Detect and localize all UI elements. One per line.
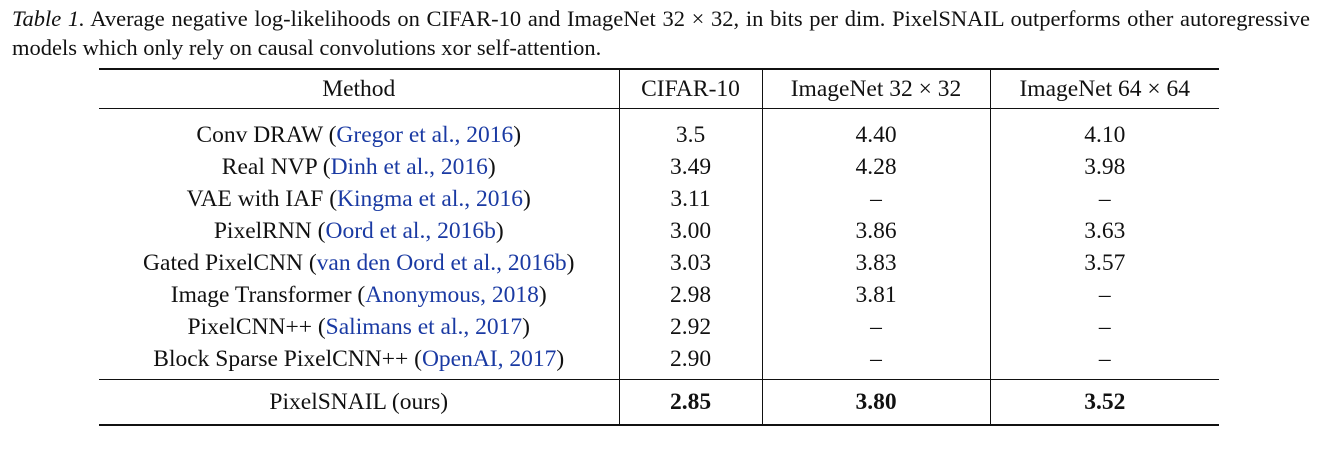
method-name: Gated PixelCNN: [143, 249, 303, 276]
cifar10-cell: 2.90: [619, 343, 763, 380]
imagenet64-cell: 3.57: [1084, 249, 1126, 276]
imagenet32-cell: 4.28: [762, 151, 991, 183]
imagenet64-cell: 4.10: [1084, 121, 1126, 148]
table-row: Conv DRAW (Gregor et al., 2016) 3.5 4.40 4.…: [99, 108, 1219, 151]
ours-section: PixelSNAIL (ours) 2.85 3.80 3.52: [99, 379, 1219, 425]
cifar10-cell: 2.92: [619, 311, 763, 343]
imagenet64-cell: –: [1098, 281, 1111, 308]
cifar10-cell: 3.03: [619, 247, 763, 279]
citation-link[interactable]: Oord et al., 2016b: [325, 217, 496, 244]
citation-link[interactable]: OpenAI, 2017: [421, 345, 557, 372]
table-row: Image Transformer (Anonymous, 2018) 2.98 3…: [99, 279, 1219, 311]
method-cell: Real NVP (Dinh et al., 2016): [99, 151, 620, 183]
method-cell: Image Transformer (Anonymous, 2018): [99, 279, 620, 311]
method-cell: PixelSNAIL (ours): [99, 379, 620, 425]
cifar10-cell: 3.5: [619, 108, 763, 151]
imagenet64-cell: 3.63: [1084, 217, 1126, 244]
header-method: Method: [99, 69, 620, 109]
header-imagenet64: ImageNet 64 × 64: [1019, 75, 1191, 102]
caption-text: Average negative log-likelihoods on CIFA…: [12, 6, 1311, 60]
method-cell: Block Sparse PixelCNN++ (OpenAI, 2017): [99, 343, 620, 380]
header-cifar10: CIFAR-10: [619, 69, 763, 109]
table-row: VAE with IAF (Kingma et al., 2016) 3.11– –: [99, 183, 1219, 215]
imagenet32-cell: 3.83: [762, 247, 991, 279]
imagenet32-cell: –: [762, 311, 991, 343]
method-name: Real NVP: [221, 153, 317, 180]
citation-link[interactable]: Anonymous, 2018: [365, 281, 539, 308]
citation-link[interactable]: Gregor et al., 2016: [336, 121, 514, 148]
table-body: Conv DRAW (Gregor et al., 2016) 3.5 4.40 4.…: [99, 108, 1219, 380]
method-name: VAE with IAF: [186, 185, 324, 212]
method-name: Image Transformer: [170, 281, 352, 308]
imagenet32-cell: 4.40: [762, 108, 991, 151]
imagenet64-cell: 3.52: [1084, 388, 1126, 415]
imagenet64-cell: –: [1098, 313, 1111, 340]
results-table-container: Method CIFAR-10 ImageNet 32 × 32 ImageNe…: [99, 68, 1219, 426]
imagenet32-cell: 3.86: [762, 215, 991, 247]
method-name: PixelRNN: [213, 217, 312, 244]
cifar10-cell: 2.98: [619, 279, 763, 311]
cifar10-cell: 3.00: [619, 215, 763, 247]
method-cell: VAE with IAF (Kingma et al., 2016): [99, 183, 620, 215]
cifar10-cell: 3.11: [619, 183, 763, 215]
imagenet64-cell: –: [1098, 345, 1111, 372]
method-cell: Gated PixelCNN (van den Oord et al., 201…: [99, 247, 620, 279]
citation-link[interactable]: van den Oord et al., 2016b: [316, 249, 567, 276]
imagenet32-cell: 3.80: [762, 379, 991, 425]
imagenet32-cell: 3.81: [762, 279, 991, 311]
imagenet64-cell: –: [1098, 185, 1111, 212]
table-header-row: Method CIFAR-10 ImageNet 32 × 32 ImageNe…: [99, 69, 1219, 109]
method-cell: PixelRNN (Oord et al., 2016b): [99, 215, 620, 247]
method-name: PixelCNN++: [187, 313, 312, 340]
method-cell: Conv DRAW (Gregor et al., 2016): [99, 108, 620, 151]
imagenet64-cell: 3.98: [1084, 153, 1126, 180]
table-row: PixelCNN++ (Salimans et al., 2017) 2.92– –: [99, 311, 1219, 343]
cifar10-cell: 2.85: [619, 379, 763, 425]
table-row: Gated PixelCNN (van den Oord et al., 201…: [99, 247, 1219, 279]
citation-link[interactable]: Salimans et al., 2017: [325, 313, 523, 340]
header-imagenet32: ImageNet 32 × 32: [762, 69, 991, 109]
table-row-ours: PixelSNAIL (ours) 2.85 3.80 3.52: [99, 379, 1219, 425]
table-row: PixelRNN (Oord et al., 2016b) 3.00 3.86 3.6…: [99, 215, 1219, 247]
table-caption: Table 1. Average negative log-likelihood…: [12, 4, 1310, 62]
table-row: Block Sparse PixelCNN++ (OpenAI, 2017) 2.…: [99, 343, 1219, 380]
imagenet32-cell: –: [762, 183, 991, 215]
method-name: Conv DRAW: [196, 121, 323, 148]
method-name: Block Sparse PixelCNN++: [153, 345, 409, 372]
cifar10-cell: 3.49: [619, 151, 763, 183]
imagenet32-cell: –: [762, 343, 991, 380]
method-cell: PixelCNN++ (Salimans et al., 2017): [99, 311, 620, 343]
caption-label: Table 1.: [12, 6, 85, 31]
results-table: Method CIFAR-10 ImageNet 32 × 32 ImageNe…: [99, 68, 1219, 426]
citation-link[interactable]: Kingma et al., 2016: [337, 185, 524, 212]
citation-link[interactable]: Dinh et al., 2016: [330, 153, 488, 180]
table-row: Real NVP (Dinh et al., 2016) 3.49 4.28 3.98: [99, 151, 1219, 183]
